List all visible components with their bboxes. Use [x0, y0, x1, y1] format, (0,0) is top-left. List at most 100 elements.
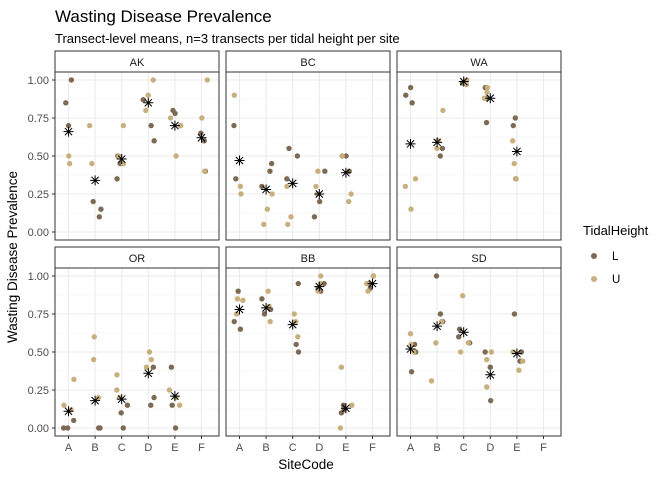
data-point-l [510, 122, 516, 129]
x-tick-label: B [262, 442, 269, 454]
data-point-l [511, 311, 518, 317]
data-point-u [313, 183, 319, 190]
facet-panel-sd: SD A B C D E F [396, 246, 562, 454]
data-point-l [293, 341, 299, 348]
data-point-l [482, 349, 488, 355]
mean-marker [90, 175, 101, 186]
data-point-l [172, 110, 178, 117]
chart-title: Wasting Disease Prevalence [55, 7, 272, 26]
facet-panel-bc: BC [225, 50, 391, 241]
data-point-u [318, 273, 324, 279]
data-point-u [338, 364, 345, 370]
data-point-u [143, 107, 149, 114]
data-point-u [61, 402, 67, 408]
data-point-l [140, 97, 146, 103]
data-point-l [487, 364, 493, 370]
data-point-u [513, 176, 519, 182]
mean-marker [169, 391, 180, 402]
data-point-u [348, 191, 354, 197]
data-point-u [86, 122, 93, 129]
data-point-u [148, 356, 155, 363]
data-point-u [428, 378, 435, 384]
x-tick-label: A [407, 442, 415, 454]
data-point-u [167, 115, 174, 121]
mean-marker [314, 281, 325, 292]
data-point-u [412, 176, 419, 182]
data-point-l [268, 160, 275, 167]
x-axis-title: SiteCode [278, 457, 334, 472]
mean-marker [458, 327, 469, 338]
facet-strip-label: SD [471, 253, 486, 265]
data-point-u [520, 358, 526, 364]
mean-marker [340, 167, 351, 178]
legend-key-l [591, 253, 597, 259]
mean-marker [458, 76, 469, 87]
data-point-l [437, 311, 444, 317]
data-point-u [237, 183, 244, 190]
mean-marker [432, 137, 443, 148]
mean-marker [405, 343, 416, 354]
mean-marker [143, 97, 154, 108]
mean-marker [367, 278, 378, 289]
facet-strip-label: BB [301, 253, 316, 265]
data-point-u [349, 402, 355, 408]
panel-border [225, 71, 391, 241]
data-point-u [488, 349, 495, 355]
mean-marker [63, 126, 74, 137]
data-point-u [71, 376, 77, 383]
data-point-u [204, 77, 210, 83]
x-tick-label: A [65, 442, 73, 454]
mean-marker [314, 189, 325, 199]
legend-title: TidalHeight [583, 223, 649, 238]
data-point-u [176, 402, 183, 408]
data-point-u [285, 221, 291, 228]
y-tick-label: 1.00 [28, 271, 49, 283]
panel-border [396, 267, 562, 437]
data-point-l [316, 198, 323, 205]
panel-border [225, 267, 391, 437]
data-point-u [267, 318, 273, 325]
data-point-l [259, 183, 265, 190]
data-point-u [288, 214, 294, 220]
facet-strip-label: OR [129, 253, 146, 265]
mean-marker [234, 304, 245, 315]
data-point-u [481, 95, 488, 101]
x-tick-label: B [91, 442, 98, 454]
data-point-u [89, 160, 95, 167]
mean-marker [287, 319, 298, 330]
y-tick-label: 0.00 [28, 423, 49, 435]
y-tick-label: 0.75 [28, 309, 49, 321]
data-point-l [124, 402, 131, 408]
data-point-u [231, 92, 238, 98]
data-point-l [68, 77, 75, 83]
data-point-u [484, 89, 490, 95]
data-point-l [409, 100, 415, 106]
data-point-u [484, 356, 490, 363]
data-point-u [178, 122, 184, 129]
data-point-u [166, 387, 173, 393]
mean-marker [287, 178, 298, 189]
data-point-l [233, 176, 239, 182]
data-point-u [199, 115, 205, 121]
mean-marker [116, 154, 127, 165]
data-point-u [346, 198, 352, 205]
data-point-u [434, 145, 440, 152]
data-point-u [407, 331, 414, 337]
x-tick-label: D [315, 442, 323, 454]
facet-panel-or: OR 0.00 0.25 0.50 0.75 1.00 A B C D E F [28, 246, 220, 454]
data-point-u [511, 160, 517, 167]
data-point-u [516, 367, 522, 373]
data-point-u [339, 153, 345, 159]
data-point-u [261, 221, 267, 228]
data-point-l [118, 410, 124, 416]
facet-strip-label: BC [300, 57, 315, 69]
mean-marker [261, 184, 272, 195]
data-point-l [98, 206, 104, 212]
data-point-u [145, 92, 151, 98]
data-point-l [231, 122, 237, 129]
data-point-u [484, 84, 491, 91]
data-point-l [311, 214, 318, 220]
chart-subtitle: Transect-level means, n=3 transects per … [55, 31, 400, 46]
data-point-l [64, 425, 71, 431]
data-point-u [465, 340, 472, 346]
